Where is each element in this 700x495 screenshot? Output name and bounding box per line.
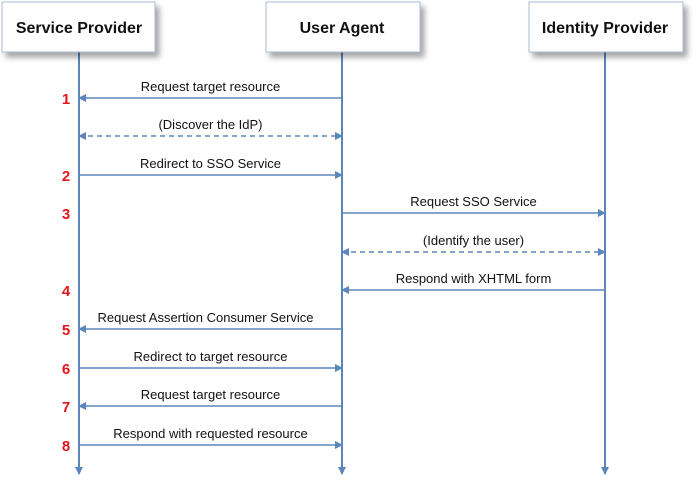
step-number: 3 [62,206,70,223]
message-label: Request Assertion Consumer Service [97,310,313,325]
message: Respond with requested resource 8 [62,426,343,455]
message-label: Redirect to SSO Service [140,156,281,171]
message-label: Request target resource [141,387,280,402]
message: (Discover the IdP) [78,117,343,140]
step-number: 4 [62,283,71,300]
participant-identity-provider: Identity Provider [528,1,684,475]
message-label: Respond with requested resource [113,426,307,441]
message-label: (Identify the user) [423,233,524,248]
message: Redirect to SSO Service 2 [62,156,343,185]
message-label: Request target resource [141,79,280,94]
step-number: 6 [62,361,70,378]
participant-box [528,1,684,53]
message-label: Request SSO Service [410,194,536,209]
step-number: 7 [62,399,70,416]
step-number: 1 [62,91,70,108]
step-number: 5 [62,322,70,339]
message: Request Assertion Consumer Service 5 [62,310,342,339]
participant-label: User Agent [300,20,385,37]
participant-box [265,1,421,53]
step-number: 2 [62,168,70,185]
message: Respond with XHTML form 4 [62,271,605,300]
message-label: (Discover the IdP) [158,117,262,132]
step-number: 8 [62,438,70,455]
message-label: Redirect to target resource [134,349,288,364]
participant-box [1,1,156,53]
message-label: Respond with XHTML form [396,271,552,286]
message: Request target resource 7 [62,387,342,416]
message: Redirect to target resource 6 [62,349,343,378]
participant-service-provider: Service Provider [1,1,156,475]
message: Request SSO Service 3 [62,194,606,223]
participant-user-agent: User Agent [265,1,421,475]
message: (Identify the user) [341,233,606,256]
participant-label: Service Provider [16,20,142,37]
message: Request target resource 1 [62,79,342,108]
participant-label: Identity Provider [542,20,668,37]
